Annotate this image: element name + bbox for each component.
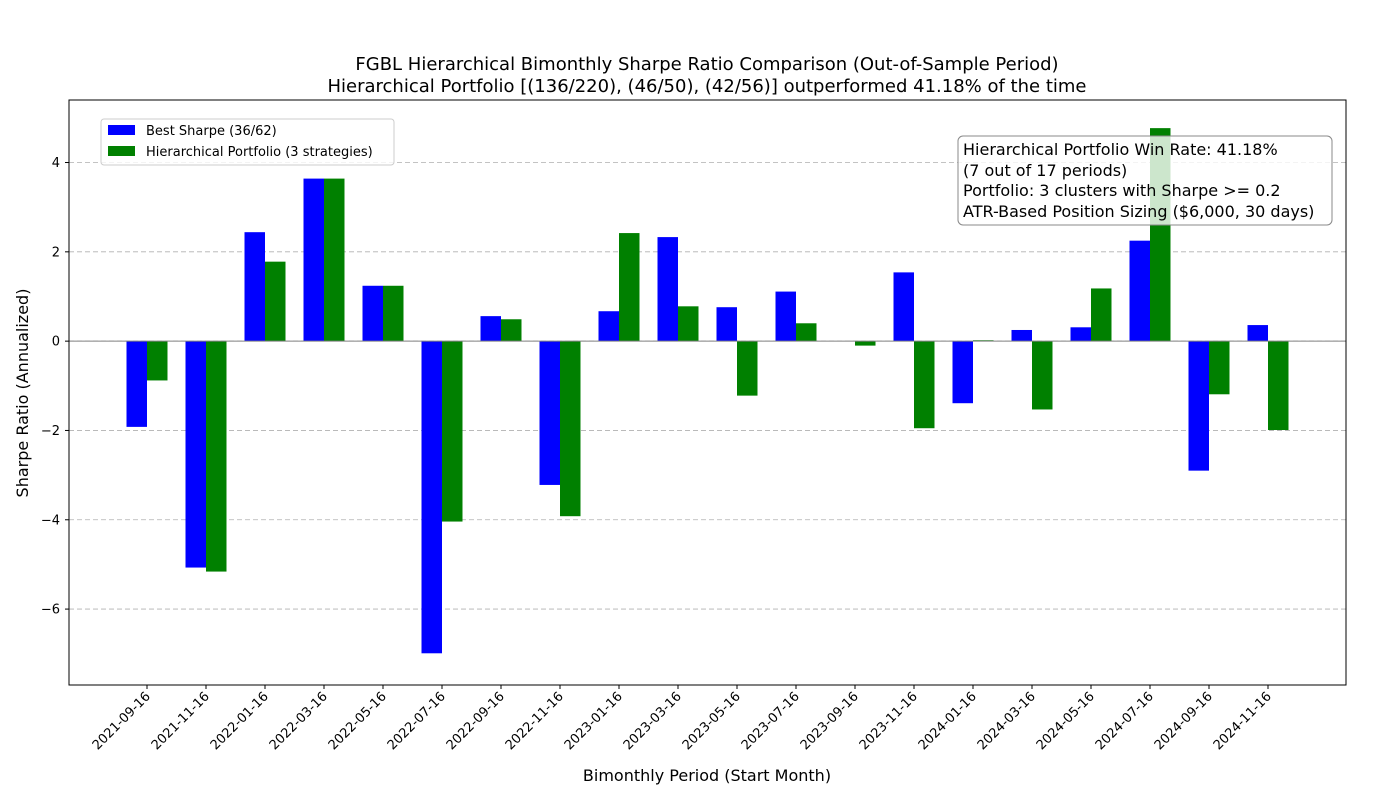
bar-best-sharpe xyxy=(244,232,265,342)
x-tick-label: 2024-05-16 xyxy=(1034,689,1098,753)
x-tick-label: 2022-03-16 xyxy=(267,689,331,753)
x-tick-label: 2022-01-16 xyxy=(208,689,272,753)
x-axis-label: Bimonthly Period (Start Month) xyxy=(583,766,831,785)
bar-hierarchical xyxy=(1091,288,1112,342)
bar-best-sharpe xyxy=(126,341,147,427)
y-axis-label: Sharpe Ratio (Annualized) xyxy=(13,289,32,498)
y-tick-label: 2 xyxy=(52,245,60,260)
bar-best-sharpe xyxy=(480,316,501,342)
legend-swatch-best-sharpe xyxy=(108,125,135,135)
bar-best-sharpe xyxy=(657,237,678,342)
annotation-box xyxy=(957,135,1333,226)
annotation-line-2: (7 out of 17 periods) xyxy=(963,161,1127,180)
bar-best-sharpe xyxy=(716,307,737,342)
x-axis-ticks: 2021-09-162021-11-162022-01-162022-03-16… xyxy=(90,685,1275,753)
bar-best-sharpe xyxy=(1011,329,1032,342)
bar-best-sharpe xyxy=(598,311,619,342)
annotation-line-3: Portfolio: 3 clusters with Sharpe >= 0.2 xyxy=(963,181,1281,200)
win-rate-annotation: Hierarchical Portfolio Win Rate: 41.18% … xyxy=(957,135,1333,226)
x-tick-label: 2022-05-16 xyxy=(326,689,390,753)
y-tick-label: 4 xyxy=(52,156,60,171)
bar-best-sharpe xyxy=(185,341,206,568)
x-tick-label: 2023-01-16 xyxy=(562,689,626,753)
x-tick-label: 2022-09-16 xyxy=(444,689,508,753)
y-tick-label: 0 xyxy=(52,335,60,350)
bar-best-sharpe xyxy=(362,285,383,342)
x-tick-label: 2024-07-16 xyxy=(1093,689,1157,753)
plot-frame xyxy=(68,99,1347,686)
bar-hierarchical xyxy=(796,323,817,342)
x-tick-label: 2022-07-16 xyxy=(385,689,449,753)
bar-hierarchical xyxy=(914,341,935,429)
x-tick-label: 2024-11-16 xyxy=(1211,689,1275,753)
bar-best-sharpe xyxy=(421,341,442,654)
y-axis-ticks: −6 −4 −2 0 2 4 xyxy=(41,156,69,618)
x-tick-label: 2023-03-16 xyxy=(621,689,685,753)
bar-best-sharpe xyxy=(893,272,914,342)
bar-best-sharpe xyxy=(775,291,796,342)
bar-hierarchical xyxy=(206,341,227,572)
chart-subtitle: Hierarchical Portfolio [(136/220), (46/5… xyxy=(327,76,1086,97)
bar-best-sharpe xyxy=(539,341,560,485)
x-tick-label: 2021-09-16 xyxy=(90,689,154,753)
bar-hierarchical xyxy=(737,341,758,396)
bar-hierarchical xyxy=(383,285,404,342)
bar-hierarchical xyxy=(265,261,286,342)
chart-title: FGBL Hierarchical Bimonthly Sharpe Ratio… xyxy=(355,54,1058,75)
bars xyxy=(126,128,1289,654)
legend: Best Sharpe (36/62) Hierarchical Portfol… xyxy=(100,118,395,166)
bar-hierarchical xyxy=(619,233,640,342)
bar-best-sharpe xyxy=(1070,327,1091,342)
legend-label-hierarchical: Hierarchical Portfolio (3 strategies) xyxy=(146,145,373,160)
bar-best-sharpe xyxy=(952,341,973,404)
bar-hierarchical xyxy=(324,178,345,342)
bar-hierarchical xyxy=(442,341,463,522)
bar-hierarchical xyxy=(855,341,876,346)
x-tick-label: 2021-11-16 xyxy=(149,689,213,753)
legend-label-best-sharpe: Best Sharpe (36/62) xyxy=(146,124,277,139)
legend-swatch-hierarchical xyxy=(108,146,135,156)
x-tick-label: 2023-07-16 xyxy=(739,689,803,753)
y-tick-label: −6 xyxy=(41,603,60,618)
x-tick-label: 2024-03-16 xyxy=(975,689,1039,753)
bar-hierarchical xyxy=(501,319,522,342)
annotation-line-1: Hierarchical Portfolio Win Rate: 41.18% xyxy=(963,140,1278,159)
bar-best-sharpe xyxy=(1188,341,1209,471)
bar-hierarchical xyxy=(560,341,581,517)
y-tick-label: −2 xyxy=(41,424,60,439)
y-tick-label: −4 xyxy=(41,513,60,528)
bar-best-sharpe xyxy=(303,178,324,342)
bar-hierarchical xyxy=(147,341,168,381)
x-tick-label: 2022-11-16 xyxy=(503,689,567,753)
x-tick-label: 2023-05-16 xyxy=(680,689,744,753)
bar-hierarchical xyxy=(1032,341,1053,410)
bar-best-sharpe xyxy=(1129,240,1150,342)
x-tick-label: 2023-11-16 xyxy=(857,689,921,753)
bar-best-sharpe xyxy=(1247,325,1268,342)
x-tick-label: 2023-09-16 xyxy=(798,689,862,753)
bar-hierarchical xyxy=(1209,341,1230,395)
bar-hierarchical xyxy=(678,306,699,342)
annotation-line-4: ATR-Based Position Sizing ($6,000, 30 da… xyxy=(963,202,1314,221)
x-tick-label: 2024-01-16 xyxy=(916,689,980,753)
legend-box xyxy=(100,118,395,166)
bar-hierarchical xyxy=(1268,341,1289,431)
x-tick-label: 2024-09-16 xyxy=(1152,689,1216,753)
